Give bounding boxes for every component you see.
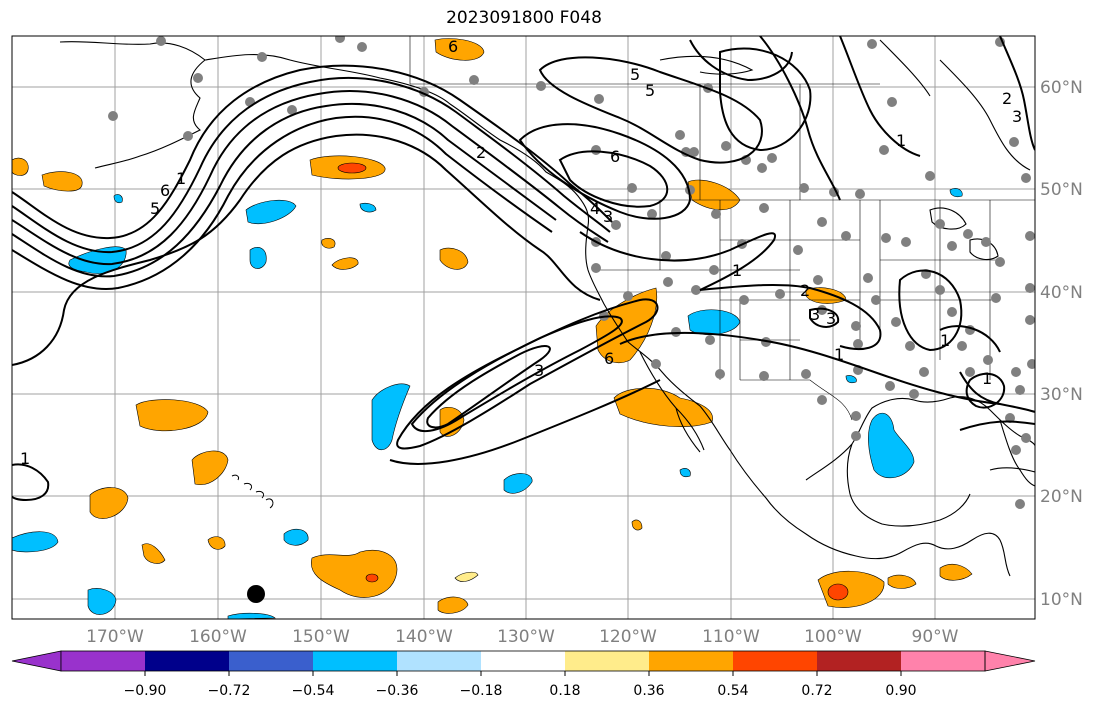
lat-label: 50°N [1040,180,1083,200]
colorbar-ticks [144,671,902,676]
contour-label: 1 [732,261,742,280]
map-frame [11,35,1036,620]
colorbar-segment [565,651,649,671]
contour-label: 6 [604,349,614,368]
lon-label: 90°W [912,627,959,647]
contour-label: 3 [534,361,544,380]
lon-label: 150°W [292,627,350,647]
colorbar-segment [817,651,901,671]
station-points [108,36,1035,509]
lon-label: 110°W [702,627,760,647]
political-borders [409,36,1035,421]
colorbar-tick-label: 0.54 [717,683,748,699]
contour-label: 3 [826,309,836,328]
colorbar-tick-label: 0.18 [549,683,580,699]
colorbar: −0.90 −0.72 −0.54 −0.36 −0.18 0.18 0.36 … [11,650,1036,699]
colorbar-segment [649,651,733,671]
highlighted-point [247,585,265,603]
colorbar-tick-label: 0.72 [801,683,832,699]
contour-label: 2 [1002,89,1012,108]
map-background [12,36,1035,619]
contour-label: 1 [940,331,950,350]
contour-labels: 6 5 1 6 5 6 1 3 4 3 6 2 5 1 2 3 3 1 1 1 … [20,37,1022,468]
colorbar-segment [481,651,565,671]
colorbar-tick-label: 0.90 [885,683,916,699]
lat-label: 30°N [1040,385,1083,405]
colorbar-tick-label: −0.36 [376,683,419,699]
colorbar-segment [61,651,145,671]
contour-label: 3 [603,207,613,226]
colorbar-tick-label: 0.36 [633,683,664,699]
contour-label: 1 [896,131,906,150]
contour-label: 2 [800,281,810,300]
lon-label: 100°W [804,627,862,647]
contour-label: 1 [982,369,992,388]
lon-label: 120°W [599,627,657,647]
colorbar-outline [60,650,986,672]
contour-label: 3 [1012,107,1022,126]
colorbar-tick-label: −0.18 [460,683,503,699]
lat-label: 10°N [1040,590,1083,610]
contour-label: 1 [20,449,30,468]
lon-label: 160°W [189,627,247,647]
colorbar-segment [397,651,481,671]
positive-anomaly-patches [12,38,973,614]
hawaii-islands [231,474,274,509]
colorbar-tick-label: −0.54 [292,683,335,699]
contour-lines [12,36,1035,502]
lat-label: 40°N [1040,283,1083,303]
contour-label: 2 [476,143,486,162]
map-title: 2023091800 F048 [446,8,602,28]
lon-label: 170°W [86,627,144,647]
colorbar-segment [229,651,313,671]
colorbar-min-triangle [11,650,62,672]
contour-label: 5 [630,65,640,84]
colorbar-segment [145,651,229,671]
contour-label: 3 [810,305,820,324]
colorbar-tick-label: −0.90 [124,683,167,699]
contour-label: 6 [610,147,620,166]
longitude-labels: 170°W 160°W 150°W 140°W 130°W 120°W 110°… [86,627,959,647]
lat-label: 60°N [1040,78,1083,98]
contour-label: 1 [834,345,844,364]
lon-label: 140°W [395,627,453,647]
colorbar-segment [313,651,397,671]
colorbar-max-triangle [984,650,1036,672]
lon-label: 130°W [497,627,555,647]
contour-label: 5 [150,199,160,218]
latitude-labels: 60°N 50°N 40°N 30°N 20°N 10°N [1040,78,1083,610]
contour-label: 6 [448,37,458,56]
colorbar-segment [733,651,817,671]
contour-label: 6 [160,181,170,200]
negative-anomaly-patches [12,188,963,619]
colorbar-segment [901,651,985,671]
contour-label: 4 [590,199,600,218]
contour-label: 1 [176,169,186,188]
colorbar-tick-label: −0.72 [208,683,251,699]
lat-label: 20°N [1040,487,1083,507]
contour-label: 5 [645,81,655,100]
